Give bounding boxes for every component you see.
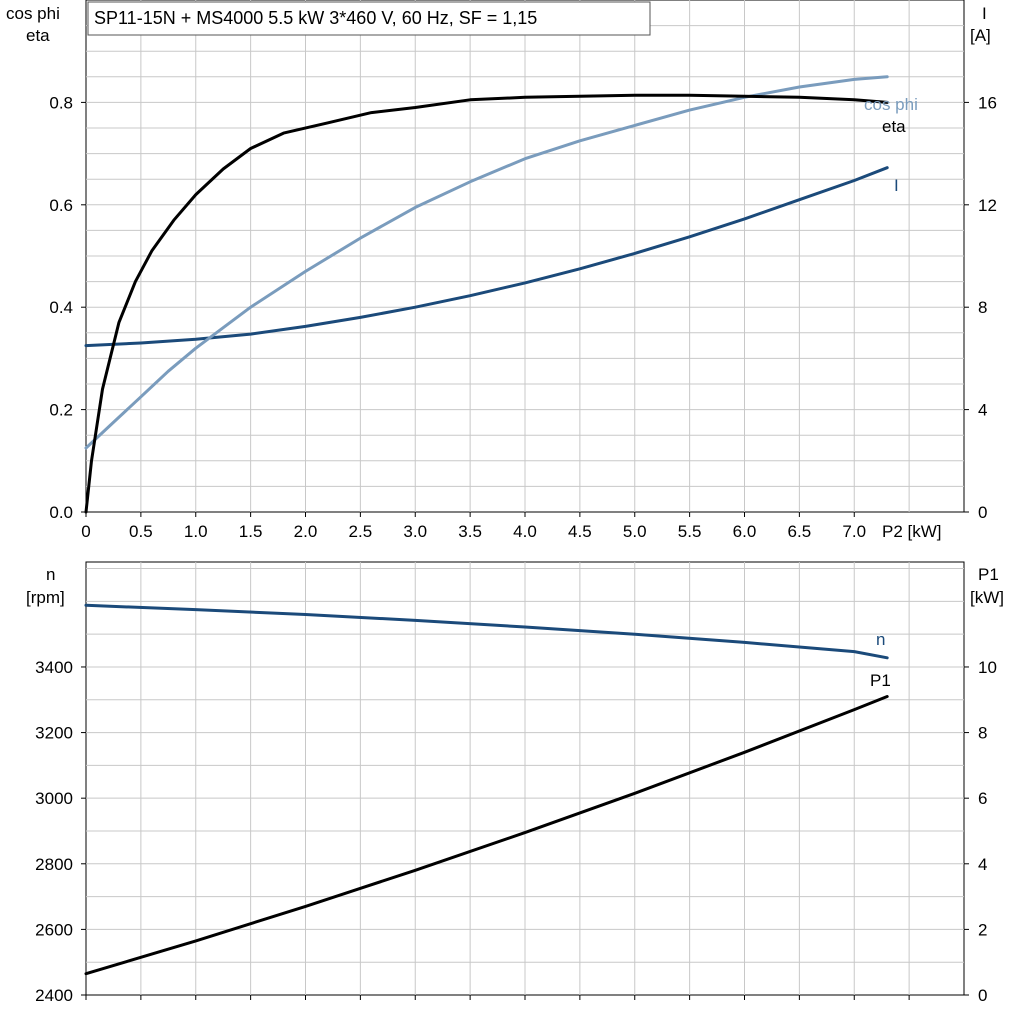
- series-label-I: I: [894, 176, 899, 195]
- top-series: eta cos phi I: [84, 75, 918, 514]
- bottom-right-y-tick-labels: 0 2 4 6 8 10: [964, 658, 997, 1005]
- x-tick-label: 5.5: [678, 522, 702, 541]
- y-tick-label: 2600: [35, 920, 73, 939]
- chart-title-box: [87, 1, 651, 36]
- series-label-n: n: [876, 630, 885, 649]
- series-line-P1: [84, 695, 889, 976]
- series-line-n: [84, 603, 889, 660]
- bottom-series: n P1: [84, 603, 891, 976]
- x-tick-label: 0.5: [129, 522, 153, 541]
- top-x-tick-labels: 0 0.5 1.0 1.5 2.0 2.5 3.0 3.5 4.0 4.5 5.0 5.5 6.0 6.5…: [81, 512, 866, 541]
- bottom-right-axis-label-1: P1: [978, 565, 999, 584]
- y-tick-label: 6: [978, 789, 987, 808]
- top-right-axis-label-2: [A]: [970, 26, 991, 45]
- x-tick-label: 7.0: [842, 522, 866, 541]
- bottom-left-axis-label-2: [rpm]: [26, 588, 65, 607]
- top-chart: 0 0.5 1.0 1.5 2.0 2.5 3.0 3.5 4.0 4.5 5.0 5.5 6.0 6.5…: [6, 0, 997, 541]
- top-left-axis-label-1: cos phi: [6, 4, 60, 23]
- x-tick-label: 6.5: [788, 522, 812, 541]
- x-tick-label: 4.5: [568, 522, 592, 541]
- series-line-I: [84, 166, 889, 348]
- y-tick-label: 0.2: [49, 401, 73, 420]
- x-axis-label: P2 [kW]: [882, 522, 942, 541]
- y-tick-label: 0.0: [49, 503, 73, 522]
- y-tick-label: 0.8: [49, 93, 73, 112]
- y-tick-label: 0: [978, 986, 987, 1005]
- y-tick-label: 4: [978, 401, 987, 420]
- top-grid: [86, 0, 964, 512]
- top-right-y-tick-labels: 0 4 8 12 16: [964, 93, 997, 522]
- y-tick-label: 4: [978, 855, 987, 874]
- bottom-right-axis-label-2: [kW]: [970, 588, 1004, 607]
- bottom-left-axis-label-1: n: [46, 565, 55, 584]
- x-tick-label: 3.0: [403, 522, 427, 541]
- x-tick-label: 5.0: [623, 522, 647, 541]
- y-tick-label: 0.4: [49, 298, 73, 317]
- x-tick-label: 2.5: [349, 522, 373, 541]
- y-tick-label: 12: [978, 196, 997, 215]
- x-tick-label: 3.5: [458, 522, 482, 541]
- y-tick-label: 0: [978, 503, 987, 522]
- x-tick-label: 0: [81, 522, 90, 541]
- y-tick-label: 16: [978, 93, 997, 112]
- x-tick-label: 2.0: [294, 522, 318, 541]
- bottom-left-y-tick-labels: 2400 2600 2800 3000 3200 3400: [35, 658, 86, 1005]
- y-tick-label: 2: [978, 920, 987, 939]
- chart-title: SP11-15N + MS4000 5.5 kW 3*460 V, 60 Hz,…: [94, 8, 537, 28]
- top-left-axis-label-2: eta: [26, 26, 50, 45]
- y-tick-label: 8: [978, 298, 987, 317]
- x-tick-label: 1.0: [184, 522, 208, 541]
- bottom-chart: 2400 2600 2800 3000 3200 3400 0 2 4 6 8 10 n P1 n […: [26, 561, 1004, 1005]
- y-tick-label: 8: [978, 724, 987, 743]
- series-line-eta: [84, 93, 889, 514]
- y-tick-label: 3200: [35, 724, 73, 743]
- series-label-eta: eta: [882, 117, 906, 136]
- y-tick-label: 3400: [35, 658, 73, 677]
- top-left-y-tick-labels: 0.0 0.2 0.4 0.6 0.8: [49, 93, 86, 522]
- x-tick-label: 4.0: [513, 522, 537, 541]
- series-label-P1: P1: [870, 671, 891, 690]
- y-tick-label: 2400: [35, 986, 73, 1005]
- y-tick-label: 2800: [35, 855, 73, 874]
- x-tick-label: 1.5: [239, 522, 263, 541]
- y-tick-label: 10: [978, 658, 997, 677]
- series-label-cos-phi: cos phi: [864, 95, 918, 114]
- x-tick-label: 6.0: [733, 522, 757, 541]
- top-right-axis-label-1: I: [982, 4, 987, 23]
- y-tick-label: 0.6: [49, 196, 73, 215]
- y-tick-label: 3000: [35, 789, 73, 808]
